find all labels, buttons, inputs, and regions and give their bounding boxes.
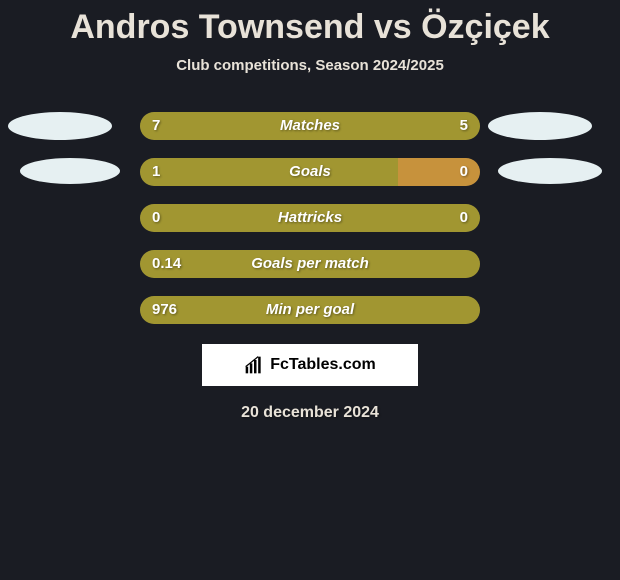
date-text: 20 december 2024	[0, 404, 620, 422]
stat-row: 75Matches	[0, 112, 620, 140]
player-right-ellipse	[488, 112, 592, 140]
stat-label: Hattricks	[140, 204, 480, 232]
bar-track: 0.14Goals per match	[140, 250, 480, 278]
stat-label: Goals per match	[140, 250, 480, 278]
stat-row: 976Min per goal	[0, 296, 620, 324]
bar-track: 75Matches	[140, 112, 480, 140]
bar-track: 00Hattricks	[140, 204, 480, 232]
page-title: Andros Townsend vs Özçiçek	[0, 0, 620, 47]
stat-label: Matches	[140, 112, 480, 140]
stat-label: Min per goal	[140, 296, 480, 324]
brand-text: FcTables.com	[270, 356, 376, 374]
comparison-rows: 75Matches 10Goals 00Hattricks 0.14Goals per…	[0, 112, 620, 324]
player-left-ellipse	[8, 112, 112, 140]
player-right-ellipse	[498, 158, 602, 184]
stat-row: 10Goals	[0, 158, 620, 186]
bar-track: 976Min per goal	[140, 296, 480, 324]
player-left-ellipse	[20, 158, 120, 184]
stat-row: 00Hattricks	[0, 204, 620, 232]
bar-track: 10Goals	[140, 158, 480, 186]
subtitle: Club competitions, Season 2024/2025	[0, 57, 620, 74]
stat-label: Goals	[140, 158, 480, 186]
bar-chart-icon	[244, 355, 264, 375]
stat-row: 0.14Goals per match	[0, 250, 620, 278]
brand-box: FcTables.com	[202, 344, 418, 386]
